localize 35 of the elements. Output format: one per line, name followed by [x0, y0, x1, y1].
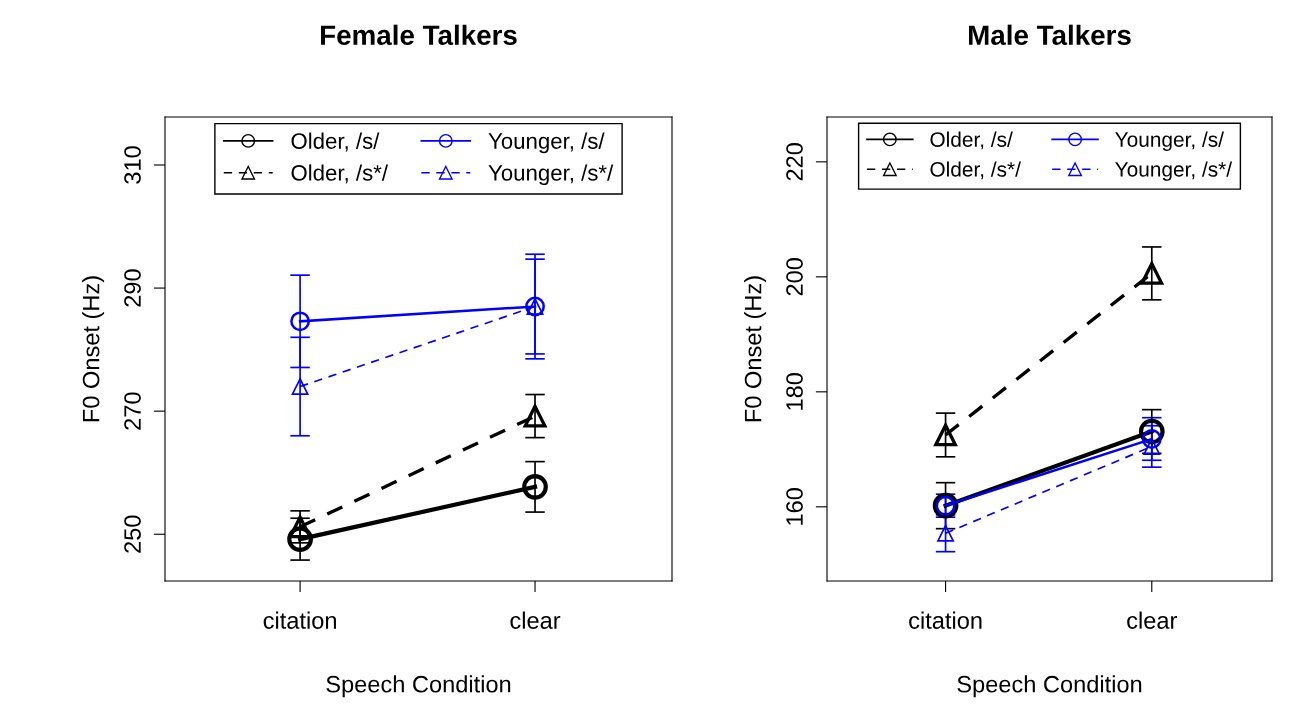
point: [522, 473, 548, 500]
legend-label: Older, /s/: [291, 132, 380, 152]
point: [291, 378, 309, 396]
y-tick-label: 160: [786, 488, 803, 525]
x-tick-label: citation: [263, 611, 336, 629]
x-axis-title: Speech Condition: [957, 675, 1142, 698]
legend-label: Younger, /s/: [488, 132, 605, 154]
point: [523, 404, 547, 428]
y-tick-label: 180: [786, 373, 803, 410]
y-tick-label: 200: [786, 258, 803, 296]
chart-title: Female Talkers: [321, 24, 517, 46]
y-tick-label: 290: [124, 269, 141, 307]
point: [937, 524, 955, 542]
point: [934, 423, 957, 447]
y-tick-label: 250: [124, 515, 141, 553]
y-tick-label: 220: [786, 143, 803, 181]
point: [1140, 262, 1164, 285]
legend-label: Older, /s/: [930, 131, 1013, 150]
legend-label: Younger, /s*/: [1115, 161, 1233, 181]
point: [290, 311, 311, 332]
y-tick-label: 270: [124, 392, 141, 430]
x-axis-title: Speech Condition: [326, 675, 511, 698]
point: [287, 526, 313, 553]
legend-label: Older, /s*/: [930, 161, 1021, 180]
point: [1143, 437, 1161, 455]
legend-label: Older, /s*/: [291, 164, 389, 184]
chart-title: Male Talkers: [969, 24, 1131, 46]
x-tick-label: clear: [510, 611, 561, 629]
legend-label: Younger, /s*/: [488, 164, 614, 186]
y-axis-title: F0 Onset (Hz): [82, 276, 105, 422]
y-tick-label: 310: [124, 146, 141, 184]
x-tick-label: citation: [909, 611, 982, 629]
x-tick-label: clear: [1127, 611, 1177, 629]
legend-label: Younger, /s/: [1115, 131, 1224, 151]
y-axis-title: F0 Onset (Hz): [744, 276, 767, 422]
